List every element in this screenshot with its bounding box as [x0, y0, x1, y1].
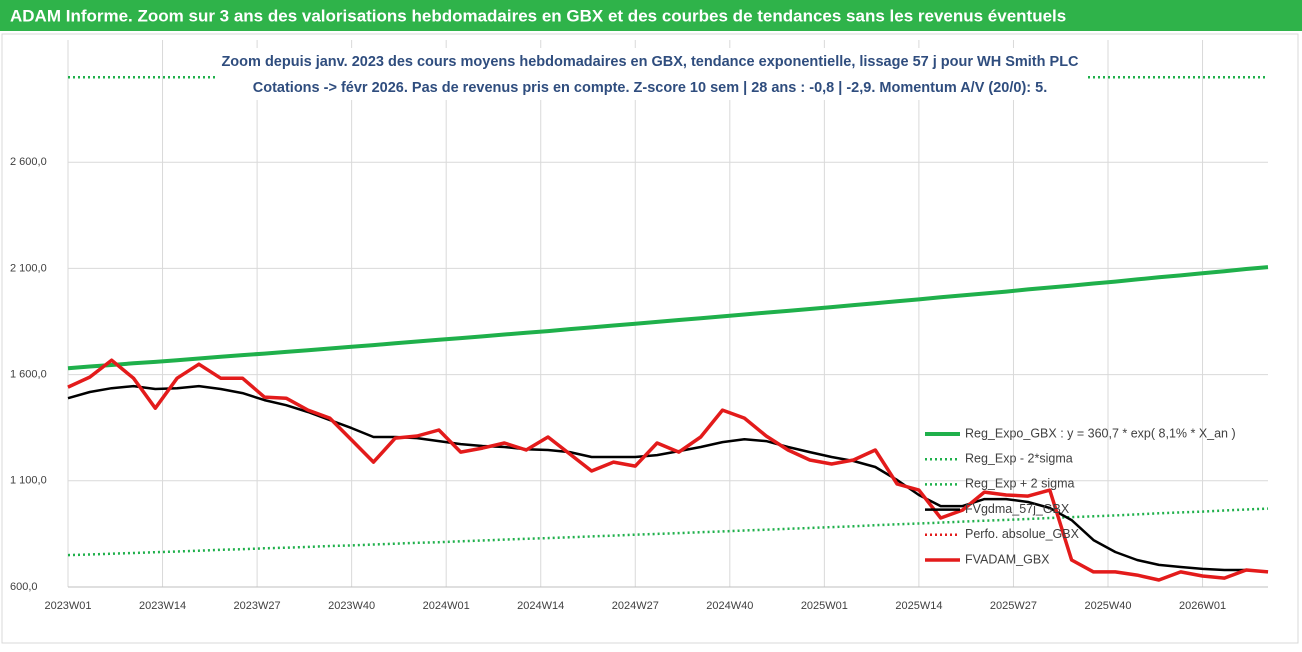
chart-title: Zoom depuis janv. 2023 des cours moyens … [221, 54, 1079, 70]
legend-label: FVgdma_57j_GBX [965, 502, 1070, 516]
header-bar [0, 0, 1302, 31]
x-tick-label: 2023W01 [44, 600, 91, 612]
legend-label: Reg_Exp - 2*sigma [965, 451, 1073, 465]
header-title: ADAM Informe. Zoom sur 3 ans des valoris… [10, 6, 1066, 25]
series-line [67, 507, 1269, 557]
chart-frame [1, 33, 1299, 644]
x-tick-label: 2023W40 [328, 600, 375, 612]
y-tick-label: 600,0 [10, 581, 38, 593]
legend-label: Reg_Exp + 2 sigma [965, 477, 1074, 491]
legend-label: Reg_Expo_GBX : y = 360,7 * exp( 8,1% * X… [965, 426, 1236, 440]
chart-subtitle: Cotations -> févr 2026. Pas de revenus p… [253, 80, 1047, 96]
series-line [67, 358, 1269, 582]
y-tick-label: 2 600,0 [10, 156, 47, 168]
series-line [67, 265, 1269, 371]
x-tick-label: 2025W27 [990, 600, 1037, 612]
x-tick-label: 2025W14 [895, 600, 942, 612]
series-line [67, 384, 1269, 574]
legend-label: Perfo. absolue_GBX [965, 527, 1080, 541]
x-tick-label: 2025W40 [1084, 600, 1131, 612]
legend-label: FVADAM_GBX [965, 552, 1050, 566]
x-tick-label: 2023W27 [234, 600, 281, 612]
title-box [215, 48, 1085, 100]
x-tick-label: 2024W14 [517, 600, 564, 612]
x-tick-label: 2024W01 [423, 600, 470, 612]
legend: Reg_Expo_GBX : y = 360,7 * exp( 8,1% * X… [925, 426, 1236, 566]
series-line [67, 358, 1269, 582]
x-tick-label: 2024W27 [612, 600, 659, 612]
x-tick-label: 2023W14 [139, 600, 186, 612]
y-tick-label: 1 100,0 [10, 475, 47, 487]
y-tick-label: 1 600,0 [10, 369, 47, 381]
x-tick-label: 2025W01 [801, 600, 848, 612]
y-tick-label: 2 100,0 [10, 262, 47, 274]
x-tick-label: 2024W40 [706, 600, 753, 612]
plot-area: 600,0 1 100,0 1 600,0 2 100,0 2 600,0 2023W01… [10, 40, 1269, 612]
x-tick-label: 2026W01 [1179, 600, 1226, 612]
